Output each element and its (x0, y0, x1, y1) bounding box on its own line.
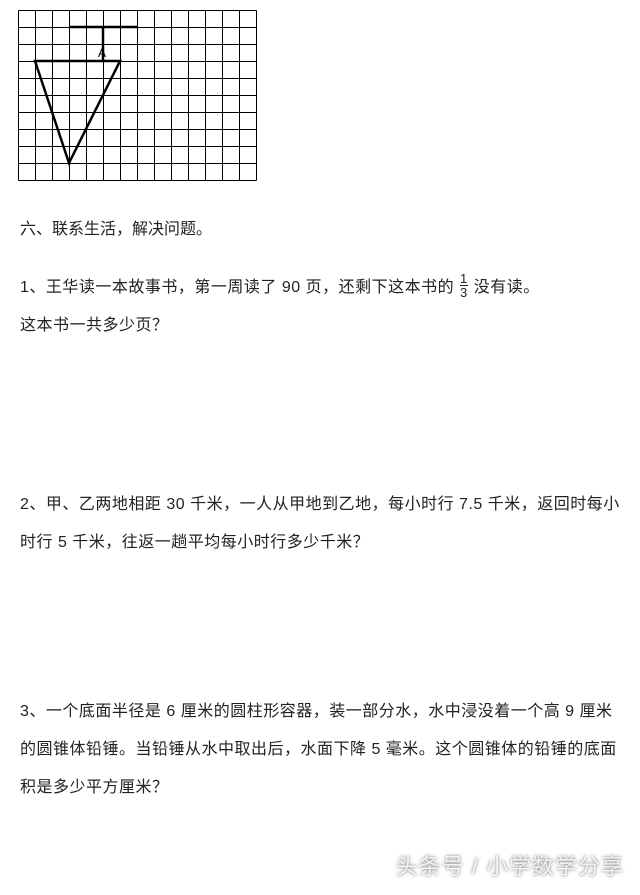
section-title: 六、联系生活，解决问题。 (20, 215, 620, 239)
fraction-denominator: 3 (460, 285, 468, 299)
problem-2: 2、甲、乙两地相距 30 千米，一人从甲地到乙地，每小时行 7.5 千米，返回时… (20, 486, 620, 563)
watermark: 头条号 / 小学数学分享 (396, 849, 624, 881)
grid-svg: A (18, 10, 258, 182)
fraction-numerator: 1 (460, 272, 468, 285)
problem-1-line2: 这本书一共多少页？ (20, 307, 620, 345)
problem-1: 1、王华读一本故事书，第一周读了 90 页，还剩下这本书的 1 3 没有读。 (20, 269, 620, 307)
problem-3: 3、一个底面半径是 6 厘米的圆柱形容器，装一部分水，水中浸没着一个高 9 厘米… (20, 693, 620, 808)
content-area: 六、联系生活，解决问题。 1、王华读一本故事书，第一周读了 90 页，还剩下这本… (0, 215, 640, 808)
grid-figure: A (18, 10, 640, 187)
svg-text:A: A (98, 46, 106, 60)
problem-1-text-b: 没有读。 (474, 279, 540, 296)
fraction-1-3: 1 3 (460, 272, 468, 299)
problem-1-text-a: 1、王华读一本故事书，第一周读了 90 页，还剩下这本书的 (20, 279, 454, 296)
